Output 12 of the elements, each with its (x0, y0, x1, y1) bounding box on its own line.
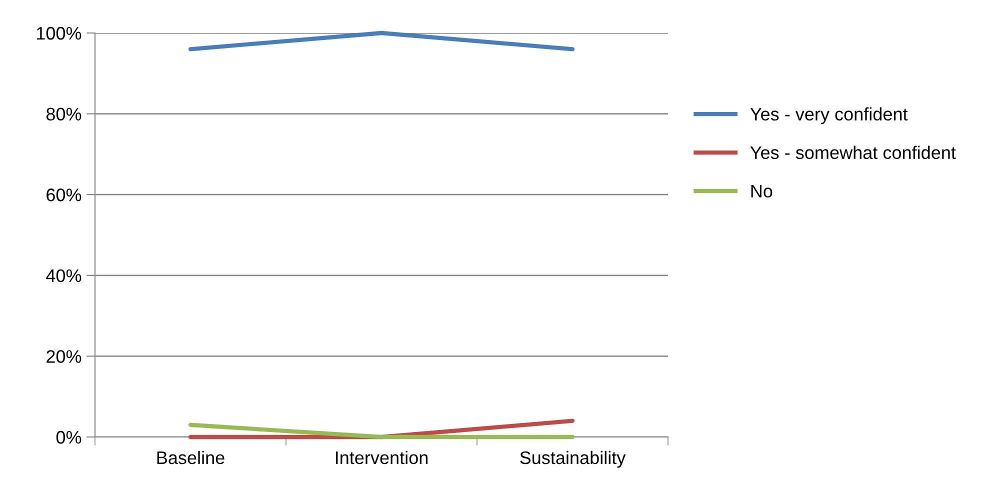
y-tick-label: 0% (56, 430, 82, 444)
y-tick-label: 60% (46, 188, 82, 202)
legend-label: Yes - very confident (750, 107, 908, 124)
y-tick-label: 40% (46, 269, 82, 282)
legend-label: Yes - somewhat confident (750, 146, 956, 160)
x-tick-label: Sustainability (520, 450, 626, 468)
x-tick-label: Intervention (336, 450, 428, 464)
x-tick-label: Baseline (157, 450, 224, 464)
y-tick-label: 20% (46, 350, 82, 363)
y-tick-label: 100% (37, 26, 82, 40)
legend-label: No (751, 184, 772, 198)
y-tick-label: 80% (46, 108, 82, 121)
